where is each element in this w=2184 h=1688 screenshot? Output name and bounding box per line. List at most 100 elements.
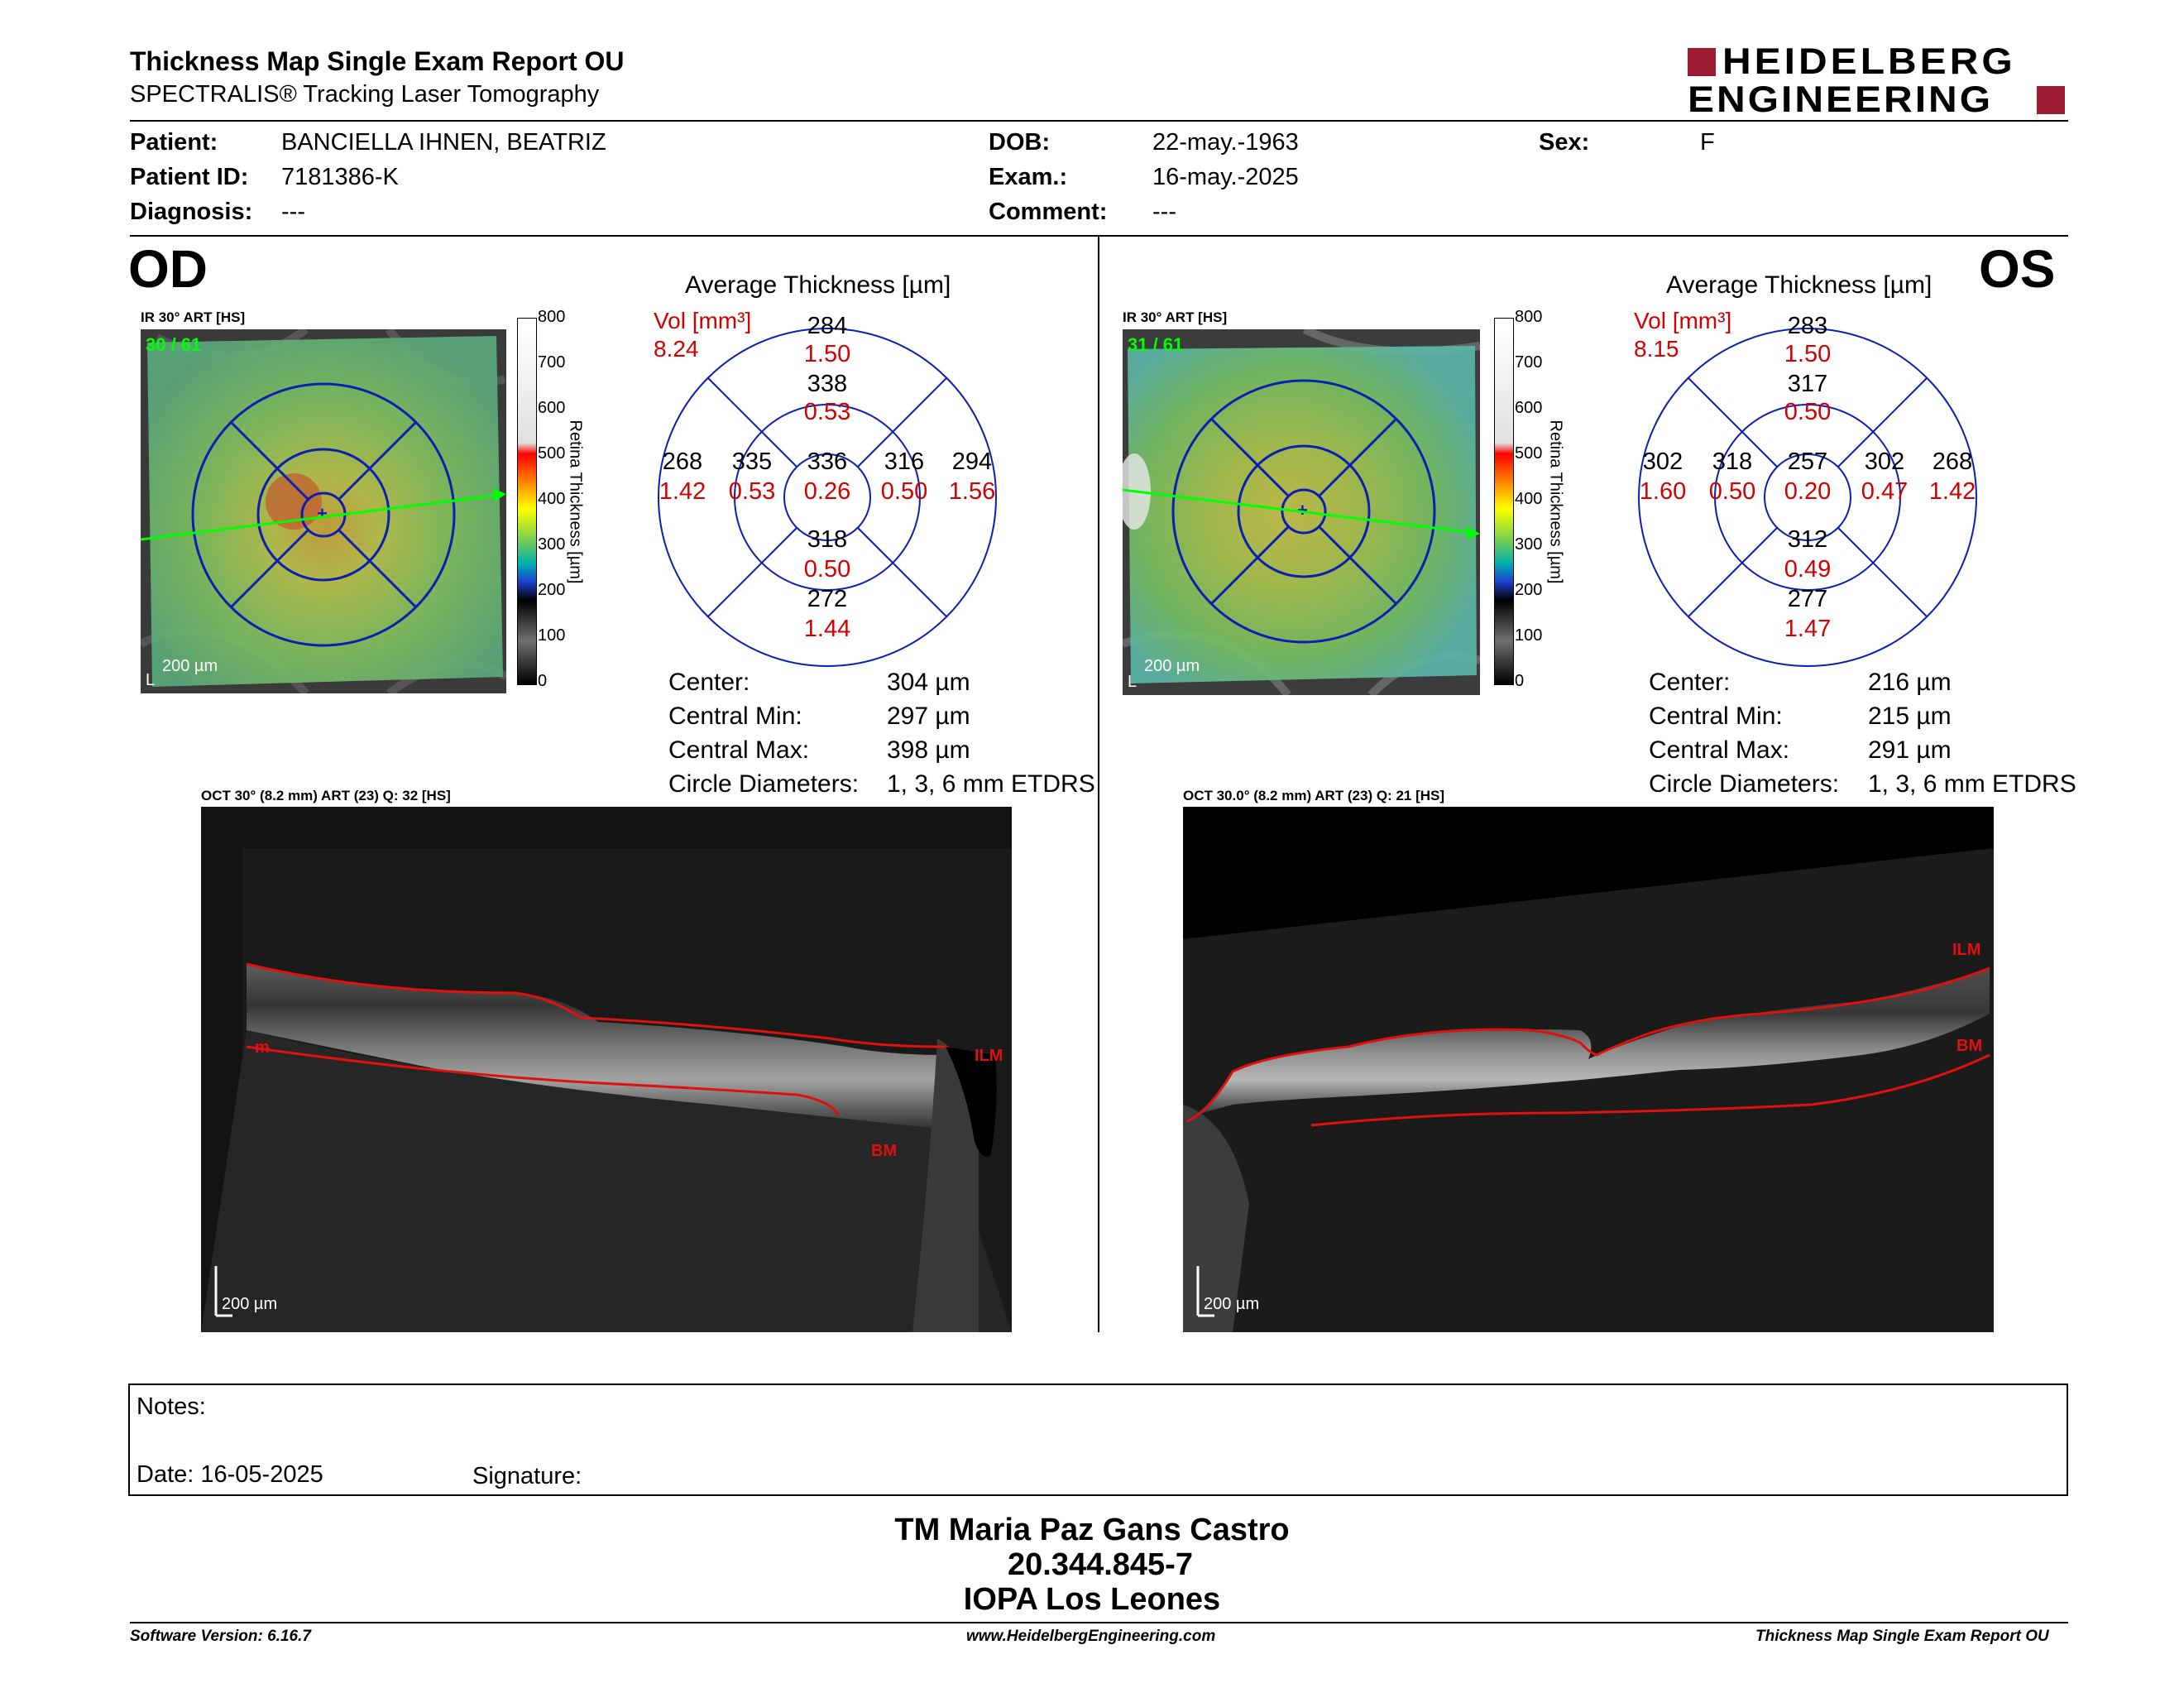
od-colorbar bbox=[517, 318, 537, 685]
os-outer-sup-v: 1.50 bbox=[1784, 341, 1832, 367]
tick-500: 500 bbox=[1515, 444, 1543, 463]
os-max-value: 291 µm bbox=[1868, 736, 1952, 764]
os-inner-inf-t: 312 bbox=[1787, 526, 1828, 553]
signatory-rut: 20.344.845-7 bbox=[1008, 1547, 1193, 1582]
patient-id-label: Patient ID: bbox=[130, 164, 249, 190]
os-max-label: Central Max: bbox=[1649, 736, 1790, 764]
os-min-value: 215 µm bbox=[1868, 703, 1952, 730]
sex-label: Sex: bbox=[1539, 129, 1590, 156]
signatory-clinic: IOPA Los Leones bbox=[963, 1582, 1221, 1617]
patient-value: BANCIELLA IHNEN, BEATRIZ bbox=[281, 129, 606, 156]
svg-text:L: L bbox=[146, 671, 155, 689]
od-outer-inf-t: 272 bbox=[807, 586, 848, 612]
report-title: Thickness Map Single Exam Report OU bbox=[130, 46, 625, 76]
od-min-value: 297 µm bbox=[887, 703, 970, 730]
eye-label-od: OD bbox=[128, 239, 208, 299]
os-outer-right-t: 268 bbox=[1932, 448, 1973, 475]
os-center-t: 257 bbox=[1787, 448, 1828, 475]
exam-value: 16-may.-2025 bbox=[1152, 164, 1299, 190]
logo-square-bottom bbox=[2037, 86, 2065, 114]
svg-text:+: + bbox=[1297, 500, 1308, 520]
dob-label: DOB: bbox=[989, 129, 1051, 156]
eye-label-os: OS bbox=[1979, 239, 2056, 299]
od-inner-inf-v: 0.50 bbox=[803, 556, 851, 583]
tick-400: 400 bbox=[1515, 490, 1543, 508]
od-outer-inf-v: 1.44 bbox=[803, 616, 851, 642]
od-max-label: Central Max: bbox=[668, 736, 810, 764]
comment-label: Comment: bbox=[989, 199, 1108, 225]
signature-label: Signature: bbox=[472, 1463, 582, 1489]
os-center-label: Center: bbox=[1649, 669, 1731, 696]
os-inner-sup-v: 0.50 bbox=[1784, 399, 1832, 425]
od-oct-label: OCT 30° (8.2 mm) ART (23) Q: 32 [HS] bbox=[201, 788, 451, 803]
od-inner-right-v: 0.50 bbox=[880, 478, 928, 505]
os-oct-scan: ILM BM 200 µm bbox=[1183, 807, 1994, 1332]
svg-text:L: L bbox=[1128, 673, 1137, 691]
od-map-scale: 200 µm bbox=[162, 657, 218, 675]
od-vol-label: Vol [mm³] bbox=[654, 308, 752, 333]
os-circ-value: 1, 3, 6 mm ETDRS bbox=[1868, 770, 2076, 798]
os-colorbar-title: Retina Thickness [µm] bbox=[1546, 420, 1565, 584]
tick-0: 0 bbox=[1515, 672, 1525, 690]
logo-line2: ENGINEERING bbox=[1688, 79, 1994, 120]
dob-value: 22-may.-1963 bbox=[1152, 129, 1299, 156]
center-divider bbox=[1098, 237, 1099, 1332]
tick-600: 600 bbox=[538, 399, 566, 417]
os-map-scale: 200 µm bbox=[1144, 657, 1200, 675]
od-min-label: Central Min: bbox=[668, 703, 802, 730]
od-inner-sup-t: 338 bbox=[807, 371, 848, 397]
od-frame-counter: 30 / 61 bbox=[146, 334, 202, 355]
os-min-label: Central Min: bbox=[1649, 703, 1783, 730]
os-etdrs-grid: 283 1.50 317 0.50 257 0.20 318 0.50 302 … bbox=[1636, 313, 1979, 669]
od-inner-sup-v: 0.53 bbox=[803, 399, 851, 425]
od-oct-scale: 200 µm bbox=[222, 1295, 278, 1313]
os-vol-total: 8.15 bbox=[1634, 336, 1679, 362]
od-center-v: 0.26 bbox=[803, 478, 851, 505]
logo-line1: HEIDELBERG bbox=[1722, 41, 2016, 82]
od-outer-left-t: 268 bbox=[662, 448, 703, 475]
os-oct-scale: 200 µm bbox=[1204, 1295, 1260, 1313]
tick-200: 200 bbox=[1515, 581, 1543, 599]
od-colorbar-ticks: 800 700 600 500 400 300 200 100 0 bbox=[538, 308, 571, 690]
od-outer-sup-v: 1.50 bbox=[803, 341, 851, 367]
od-ir-label: IR 30° ART [HS] bbox=[141, 309, 246, 325]
diagnosis-label: Diagnosis: bbox=[130, 199, 253, 225]
footer-rule bbox=[130, 1622, 2068, 1623]
od-inner-right-t: 316 bbox=[884, 448, 925, 475]
tick-100: 100 bbox=[1515, 626, 1543, 645]
patient-rule bbox=[130, 235, 2068, 237]
patient-label: Patient: bbox=[130, 129, 218, 156]
od-oct-m-label: m bbox=[255, 1038, 270, 1057]
od-max-value: 398 µm bbox=[887, 736, 970, 764]
exam-label: Exam.: bbox=[989, 164, 1068, 190]
website-link[interactable]: www.HeidelbergEngineering.com bbox=[966, 1628, 1216, 1645]
od-outer-sup-t: 284 bbox=[807, 313, 848, 339]
os-oct-ilm-label: ILM bbox=[1952, 941, 1981, 959]
od-oct-ilm-label: ILM bbox=[975, 1047, 1003, 1065]
od-outer-right-t: 294 bbox=[951, 448, 993, 475]
comment-value: --- bbox=[1152, 199, 1176, 225]
od-circ-value: 1, 3, 6 mm ETDRS bbox=[887, 770, 1095, 798]
footer-report-title: Thickness Map Single Exam Report OU bbox=[1755, 1628, 2049, 1645]
svg-text:+: + bbox=[317, 503, 328, 524]
os-inner-left-v: 0.50 bbox=[1708, 478, 1756, 505]
os-center-v: 0.20 bbox=[1784, 478, 1832, 505]
tick-600: 600 bbox=[1515, 399, 1543, 417]
os-colorbar-ticks: 800 700 600 500 400 300 200 100 0 bbox=[1515, 308, 1548, 690]
os-colorbar bbox=[1494, 318, 1514, 685]
os-outer-inf-v: 1.47 bbox=[1784, 616, 1832, 642]
os-ir-label: IR 30° ART [HS] bbox=[1123, 309, 1228, 325]
od-etdrs-grid: 284 1.50 338 0.53 336 0.26 335 0.53 316 … bbox=[656, 313, 999, 669]
od-thickness-map: + L 30 / 61 200 µm bbox=[138, 325, 509, 698]
sex-value: F bbox=[1700, 129, 1715, 156]
os-outer-inf-t: 277 bbox=[1787, 586, 1828, 612]
od-vol-total: 8.24 bbox=[654, 336, 699, 362]
tick-300: 300 bbox=[1515, 535, 1543, 554]
tick-300: 300 bbox=[538, 535, 566, 554]
os-inner-right-v: 0.47 bbox=[1861, 478, 1909, 505]
tick-400: 400 bbox=[538, 490, 566, 508]
od-inner-left-v: 0.53 bbox=[728, 478, 776, 505]
signatory-name: TM Maria Paz Gans Castro bbox=[894, 1513, 1290, 1547]
tick-700: 700 bbox=[538, 353, 566, 372]
tick-800: 800 bbox=[1515, 308, 1543, 326]
